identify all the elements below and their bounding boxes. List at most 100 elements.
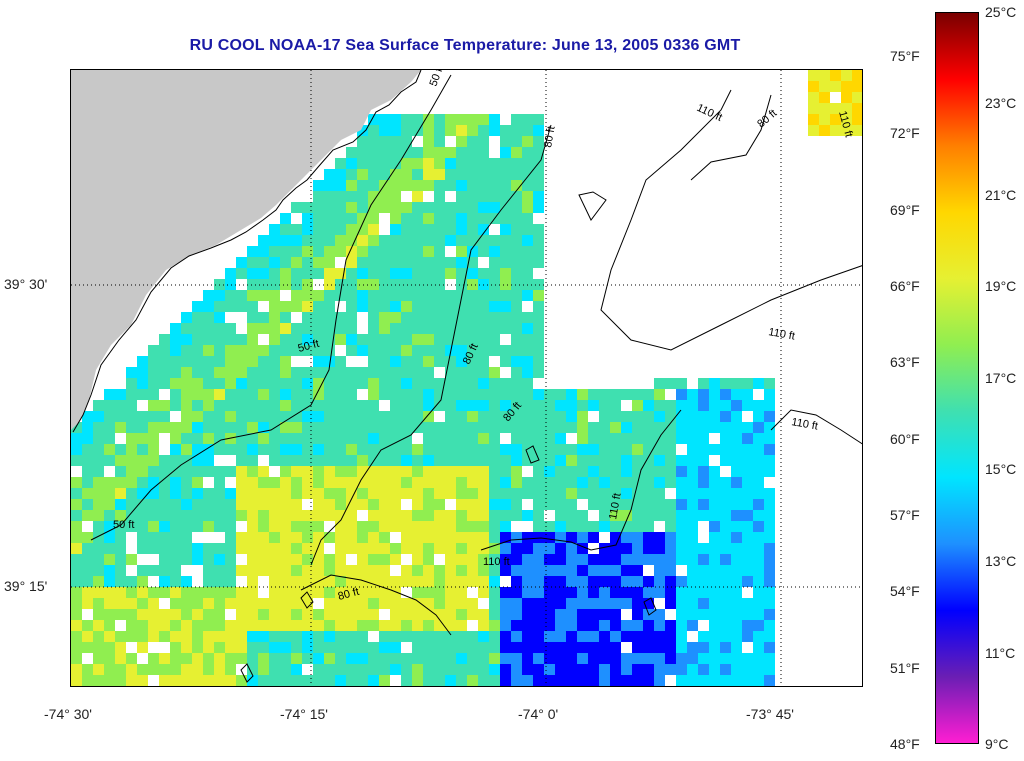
sst-pixel [456, 433, 467, 444]
sst-pixel [731, 378, 742, 389]
sst-pixel [335, 554, 346, 565]
sst-pixel [192, 510, 203, 521]
sst-pixel [467, 301, 478, 312]
sst-pixel [434, 180, 445, 191]
sst-pixel [599, 631, 610, 642]
sst-pixel [324, 675, 335, 686]
sst-pixel [82, 411, 93, 422]
sst-pixel [82, 444, 93, 455]
sst-pixel [489, 169, 500, 180]
sst-pixel [412, 499, 423, 510]
sst-pixel [137, 367, 148, 378]
sst-pixel [533, 565, 544, 576]
sst-pixel [511, 246, 522, 257]
sst-pixel [93, 565, 104, 576]
sst-pixel [192, 598, 203, 609]
sst-pixel [280, 675, 291, 686]
sst-pixel [269, 367, 280, 378]
sst-pixel [82, 532, 93, 543]
sst-pixel [247, 290, 258, 301]
coastline-line [72, 70, 422, 433]
sst-pixel [478, 675, 489, 686]
sst-pixel [335, 180, 346, 191]
sst-pixel [368, 477, 379, 488]
sst-pixel [731, 411, 742, 422]
sst-pixel [280, 389, 291, 400]
sst-pixel [401, 224, 412, 235]
colorbar-c-19: 19°C [985, 278, 1017, 294]
sst-pixel [313, 312, 324, 323]
sst-pixel [489, 235, 500, 246]
sst-pixel [709, 598, 720, 609]
map-title: RU COOL NOAA-17 Sea Surface Temperature:… [189, 37, 741, 54]
sst-pixel [126, 686, 137, 687]
sst-pixel [379, 323, 390, 334]
sst-pixel [401, 378, 412, 389]
sst-pixel [280, 356, 291, 367]
sst-pixel [478, 543, 489, 554]
sst-pixel [511, 400, 522, 411]
sst-pixel [456, 323, 467, 334]
sst-pixel [511, 378, 522, 389]
sst-pixel [764, 543, 775, 554]
sst-pixel [313, 664, 324, 675]
sst-pixel [423, 543, 434, 554]
sst-pixel [280, 466, 291, 477]
sst-pixel [192, 543, 203, 554]
sst-pixel [665, 598, 676, 609]
sst-pixel [82, 455, 93, 466]
sst-pixel [456, 565, 467, 576]
sst-pixel [610, 521, 621, 532]
sst-pixel [203, 609, 214, 620]
sst-pixel [170, 367, 181, 378]
sst-pixel [720, 620, 731, 631]
sst-pixel [456, 257, 467, 268]
sst-pixel [566, 543, 577, 554]
sst-pixel [313, 213, 324, 224]
sst-pixel [324, 356, 335, 367]
sst-pixel [247, 356, 258, 367]
sst-pixel [214, 290, 225, 301]
sst-pixel [577, 609, 588, 620]
sst-pixel [126, 455, 137, 466]
sst-pixel [379, 246, 390, 257]
sst-pixel [522, 290, 533, 301]
sst-pixel [236, 543, 247, 554]
sst-pixel [115, 455, 126, 466]
sst-pixel [181, 477, 192, 488]
sst-pixel [225, 444, 236, 455]
sst-pixel [401, 653, 412, 664]
sst-pixel [478, 125, 489, 136]
sst-pixel [643, 411, 654, 422]
sst-pixel [676, 378, 687, 389]
sst-pixel [115, 565, 126, 576]
sst-pixel [225, 466, 236, 477]
sst-pixel [621, 598, 632, 609]
sst-pixel [533, 136, 544, 147]
sst-pixel [71, 554, 82, 565]
sst-pixel [313, 191, 324, 202]
sst-pixel [269, 389, 280, 400]
sst-pixel [643, 466, 654, 477]
sst-pixel [335, 642, 346, 653]
sst-pixel [115, 510, 126, 521]
sst-pixel [225, 378, 236, 389]
sst-pixel [566, 411, 577, 422]
sst-pixel [368, 301, 379, 312]
sst-pixel [412, 367, 423, 378]
sst-pixel [379, 147, 390, 158]
sst-pixel [489, 290, 500, 301]
sst-pixel [390, 180, 401, 191]
sst-pixel [841, 92, 852, 103]
sst-pixel [643, 554, 654, 565]
sst-pixel [588, 466, 599, 477]
sst-pixel [258, 620, 269, 631]
sst-pixel [93, 510, 104, 521]
isobath-label: 80 ft [755, 107, 779, 130]
sst-pixel [434, 334, 445, 345]
sst-pixel [368, 422, 379, 433]
sst-pixel [676, 664, 687, 675]
sst-pixel [742, 466, 753, 477]
sst-pixel [225, 400, 236, 411]
